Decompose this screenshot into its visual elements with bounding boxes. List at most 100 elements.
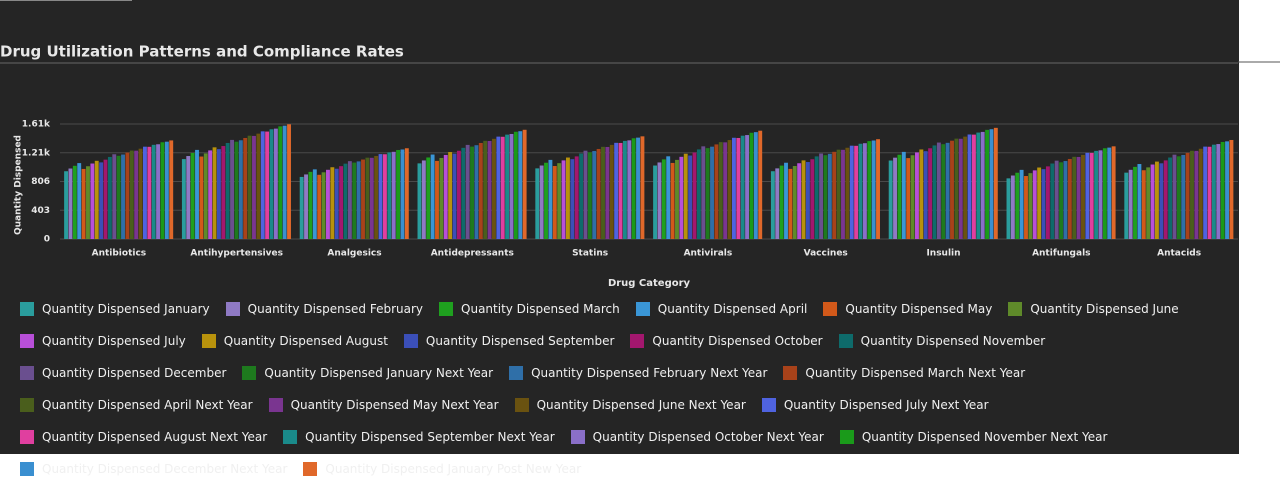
bar [854, 145, 859, 239]
legend-item[interactable]: Quantity Dispensed September [403, 332, 614, 350]
bar [99, 162, 104, 239]
bar [539, 165, 544, 239]
legend-swatch [403, 334, 418, 348]
bar [627, 140, 632, 239]
bar [330, 167, 335, 239]
bar [186, 156, 191, 239]
legend-item[interactable]: Quantity Dispensed July Next Year [761, 396, 989, 414]
bar [378, 154, 383, 239]
legend-item[interactable]: Quantity Dispensed November Next Year [839, 428, 1107, 446]
legend-item[interactable]: Quantity Dispensed January [20, 300, 210, 318]
legend-item[interactable]: Quantity Dispensed May [823, 300, 992, 318]
bar [718, 142, 723, 239]
legend-label: Quantity Dispensed August [223, 334, 388, 348]
legend-item[interactable]: Quantity Dispensed March Next Year [783, 364, 1025, 382]
chart-title: Drug Utilization Patterns and Compliance… [0, 43, 404, 61]
bar [814, 156, 819, 239]
bar [321, 172, 326, 239]
bar [1154, 161, 1159, 239]
bar [509, 133, 514, 239]
bar [404, 148, 409, 239]
bar [1203, 146, 1208, 239]
bar [456, 150, 461, 239]
bar [430, 154, 435, 239]
bar [636, 137, 640, 239]
bar [90, 163, 95, 239]
bar [675, 159, 679, 239]
legend: Quantity Dispensed January Quantity Dispe… [20, 300, 1250, 478]
x-tick-label: Antidepressants [431, 249, 514, 259]
bar [1081, 154, 1085, 239]
bar [758, 130, 763, 239]
legend-label: Quantity Dispensed July [42, 334, 186, 348]
bar [496, 136, 501, 239]
bar [976, 132, 981, 239]
legend-item[interactable]: Quantity Dispensed May Next Year [268, 396, 499, 414]
legend-item[interactable]: Quantity Dispensed October Next Year [570, 428, 824, 446]
x-tick-label: Vaccines [804, 249, 848, 259]
bar [500, 136, 505, 239]
legend-label: Quantity Dispensed September Next Year [305, 430, 555, 444]
legend-item[interactable]: Quantity Dispensed October [630, 332, 823, 350]
bar [810, 159, 815, 239]
legend-item[interactable]: Quantity Dispensed November [838, 332, 1045, 350]
bar [382, 154, 387, 239]
bar [919, 149, 924, 239]
bar [474, 145, 479, 239]
legend-item[interactable]: Quantity Dispensed April [635, 300, 807, 318]
bar [387, 152, 392, 239]
bar [426, 157, 431, 239]
bar [225, 142, 230, 239]
bar [121, 154, 125, 239]
legend-item[interactable]: Quantity Dispensed December [20, 364, 226, 382]
legend-item[interactable]: Quantity Dispensed August [201, 332, 388, 350]
bar [1220, 141, 1225, 239]
legend-item[interactable]: Quantity Dispensed August Next Year [20, 428, 267, 446]
bar [81, 168, 86, 239]
bar [221, 146, 226, 239]
legend-label: Quantity Dispensed August Next Year [42, 430, 268, 444]
bar [513, 131, 518, 239]
legend-label: Quantity Dispensed May Next Year [290, 398, 499, 412]
y-tick-label: 403 [31, 206, 50, 216]
legend-swatch [514, 398, 529, 412]
bar [1216, 144, 1221, 239]
legend-item[interactable]: Quantity Dispensed January Next Year [242, 364, 493, 382]
legend-swatch [1008, 302, 1023, 316]
legend-item[interactable]: Quantity Dispensed July [20, 332, 186, 350]
legend-item[interactable]: Quantity Dispensed January Post New Year [303, 460, 581, 478]
bar [138, 148, 143, 239]
bar [352, 162, 357, 239]
bar [1207, 146, 1212, 239]
bar [487, 140, 492, 239]
bar [1019, 169, 1024, 239]
x-axis-title: Drug Category [608, 278, 691, 289]
legend-swatch [839, 430, 854, 444]
legend-item[interactable]: Quantity Dispensed April Next Year [20, 396, 253, 414]
bar [160, 142, 165, 239]
bar [518, 131, 523, 239]
bar [94, 160, 99, 239]
legend-item[interactable]: Quantity Dispensed June Next Year [514, 396, 746, 414]
bar [125, 152, 130, 239]
legend-item[interactable]: Quantity Dispensed February Next Year [509, 364, 767, 382]
bar [1028, 173, 1033, 239]
bar [1024, 176, 1028, 239]
bar [985, 129, 990, 239]
bar [505, 134, 510, 239]
bar [151, 144, 156, 239]
bar [265, 131, 270, 239]
bar [745, 135, 750, 239]
legend-swatch [783, 366, 798, 380]
legend-item[interactable]: Quantity Dispensed September Next Year [283, 428, 555, 446]
bar [1006, 178, 1011, 239]
bar [845, 147, 850, 239]
legend-item[interactable]: Quantity Dispensed February [225, 300, 423, 318]
bar [827, 153, 832, 239]
legend-item[interactable]: Quantity Dispensed June [1008, 300, 1179, 318]
legend-item[interactable]: Quantity Dispensed March [439, 300, 620, 318]
bar [68, 168, 73, 239]
legend-item[interactable]: Quantity Dispensed December Next Year [20, 460, 287, 478]
legend-label: Quantity Dispensed July Next Year [783, 398, 989, 412]
